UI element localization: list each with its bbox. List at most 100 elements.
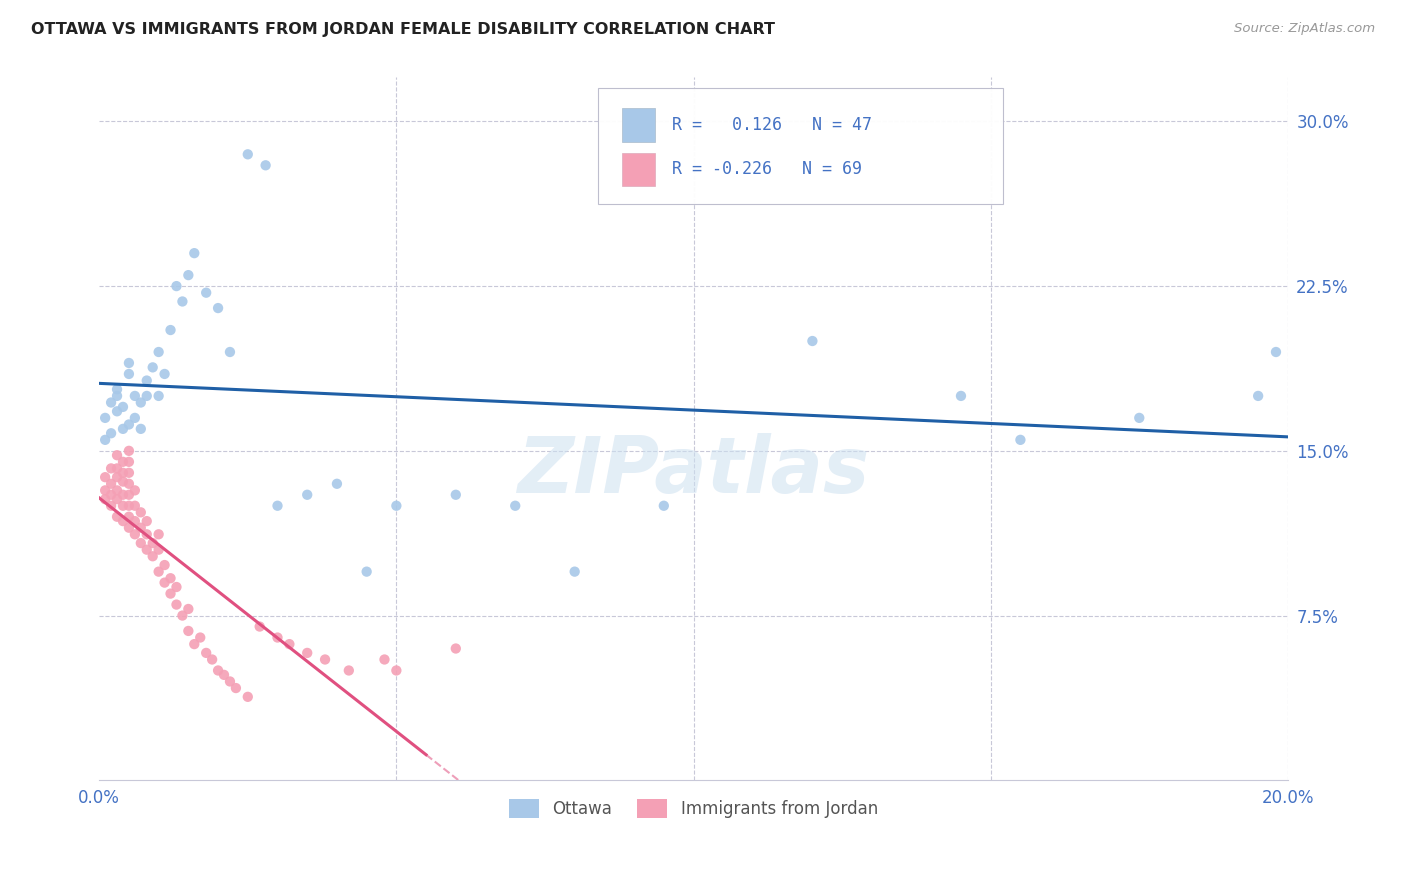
Point (148, 345, 170, 359)
Point (153, 558, 176, 572)
Point (219, 345, 242, 359)
Point (100, 461, 122, 475)
Point (166, 580, 188, 594)
Point (135, 527, 157, 541)
Point (118, 417, 141, 432)
Point (297, 488, 319, 502)
Point (148, 565, 170, 579)
Point (111, 514, 134, 528)
Point (100, 488, 122, 502)
Point (105, 461, 128, 475)
Point (111, 466, 134, 480)
Point (124, 483, 146, 498)
Text: ZIPatlas: ZIPatlas (517, 433, 870, 509)
Point (135, 514, 157, 528)
Point (148, 527, 170, 541)
Point (195, 285, 218, 300)
Point (129, 505, 152, 519)
Point (201, 652, 224, 666)
Point (153, 367, 176, 381)
Point (177, 602, 200, 616)
Point (105, 404, 128, 418)
Point (105, 509, 128, 524)
Point (94, 470, 117, 484)
Point (166, 598, 188, 612)
Point (159, 323, 181, 337)
Point (801, 334, 824, 348)
Point (142, 536, 165, 550)
Point (111, 488, 134, 502)
Point (385, 499, 408, 513)
FancyBboxPatch shape (623, 108, 655, 142)
Point (153, 575, 176, 590)
Point (249, 619, 271, 633)
Point (564, 565, 586, 579)
Point (314, 652, 336, 666)
Point (111, 475, 134, 489)
Point (1247, 389, 1270, 403)
Point (159, 571, 181, 585)
Point (100, 499, 122, 513)
Point (118, 455, 141, 469)
Text: Source: ZipAtlas.com: Source: ZipAtlas.com (1234, 22, 1375, 36)
Point (385, 664, 408, 678)
Point (183, 246, 205, 260)
Point (118, 466, 141, 480)
Point (183, 637, 205, 651)
Point (135, 542, 157, 557)
Point (105, 492, 128, 507)
Point (111, 400, 134, 414)
Point (118, 356, 141, 370)
Point (94, 492, 117, 507)
Point (219, 674, 242, 689)
Point (337, 664, 360, 678)
Point (94, 483, 117, 498)
Point (148, 542, 170, 557)
Point (135, 374, 157, 388)
Point (105, 448, 128, 462)
Point (105, 470, 128, 484)
Point (124, 389, 146, 403)
Point (212, 668, 235, 682)
Point (111, 422, 134, 436)
Point (105, 389, 128, 403)
Point (111, 455, 134, 469)
Point (135, 389, 157, 403)
Point (444, 488, 467, 502)
Point (129, 536, 152, 550)
Point (129, 395, 152, 409)
Point (172, 608, 194, 623)
Point (236, 147, 259, 161)
Point (100, 476, 122, 491)
Point (188, 631, 211, 645)
Point (356, 565, 378, 579)
Point (236, 690, 259, 704)
Point (105, 483, 128, 498)
Point (129, 422, 152, 436)
Point (444, 641, 467, 656)
Point (166, 279, 188, 293)
Point (195, 646, 218, 660)
Point (94, 433, 117, 447)
Point (105, 382, 128, 396)
Point (207, 664, 229, 678)
Point (266, 631, 288, 645)
Point (278, 637, 301, 651)
Point (254, 158, 277, 172)
Point (111, 499, 134, 513)
Point (142, 360, 165, 375)
Point (207, 301, 229, 315)
Point (297, 646, 319, 660)
Point (124, 527, 146, 541)
Point (100, 395, 122, 409)
Point (118, 509, 141, 524)
FancyBboxPatch shape (599, 88, 1002, 204)
Point (142, 549, 165, 564)
Text: OTTAWA VS IMMIGRANTS FROM JORDAN FEMALE DISABILITY CORRELATION CHART: OTTAWA VS IMMIGRANTS FROM JORDAN FEMALE … (31, 22, 775, 37)
Point (373, 652, 395, 666)
Text: R = -0.226   N = 69: R = -0.226 N = 69 (672, 160, 862, 178)
Point (118, 488, 141, 502)
Point (124, 410, 146, 425)
Point (225, 681, 247, 695)
Point (124, 514, 146, 528)
